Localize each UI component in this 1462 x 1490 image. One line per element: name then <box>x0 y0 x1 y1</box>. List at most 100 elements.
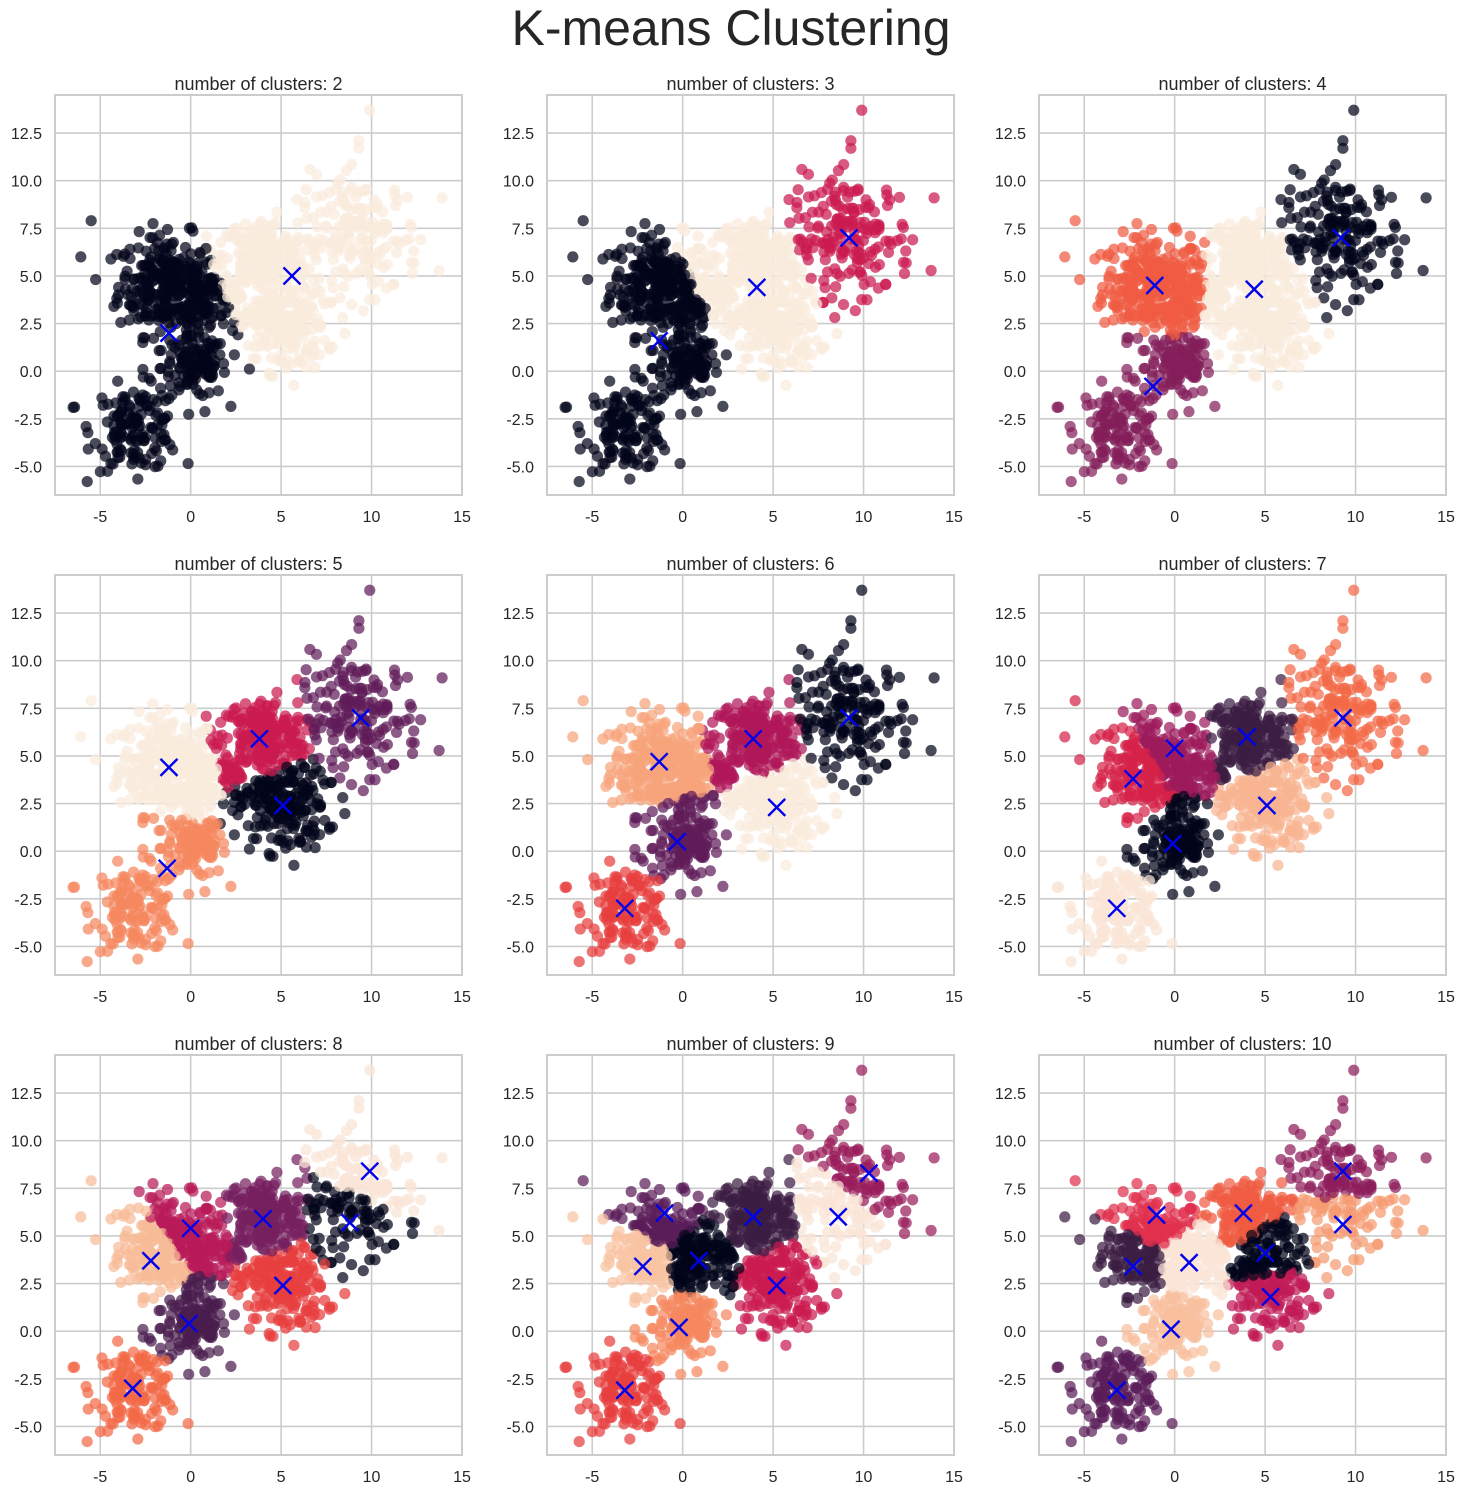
scatter-point <box>139 749 150 760</box>
scatter-point <box>96 872 107 883</box>
scatter-point <box>1249 324 1260 335</box>
scatter-point <box>1323 268 1334 279</box>
scatter-point <box>373 221 384 232</box>
scatter-point <box>1086 416 1097 427</box>
scatter-point <box>656 356 667 367</box>
subplot-2: -5 0 5 10 15-5.0-2.50.02.55.07.510.012.5numb… <box>503 74 963 526</box>
scatter-point <box>679 226 690 237</box>
scatter-point <box>264 368 275 379</box>
scatter-point <box>807 242 818 253</box>
scatter-point <box>201 231 212 242</box>
scatter-point <box>165 748 176 759</box>
scatter-point <box>1303 298 1314 309</box>
scatter-point <box>763 207 774 218</box>
scatter-point <box>1312 282 1323 293</box>
scatter-point <box>229 829 240 840</box>
scatter-point <box>657 268 668 279</box>
scatter-point <box>1169 259 1180 270</box>
scatter-point <box>1178 311 1189 322</box>
scatter-point <box>1097 289 1108 300</box>
scatter-point <box>259 339 270 350</box>
scatter-point <box>803 254 814 265</box>
scatter-point <box>792 345 803 356</box>
scatter-point <box>1353 294 1364 305</box>
scatter-point <box>665 384 676 395</box>
scatter-point <box>119 751 130 762</box>
scatter-point <box>311 254 322 265</box>
scatter-point <box>1330 299 1341 310</box>
scatter-point <box>159 308 170 319</box>
scatter-point <box>1294 362 1305 373</box>
scatter-point <box>663 318 674 329</box>
scatter-point <box>328 762 339 773</box>
scatter-point <box>793 184 804 195</box>
scatter-point <box>1340 207 1351 218</box>
scatter-point <box>238 707 249 718</box>
scatter-point <box>239 730 250 741</box>
scatter-point <box>297 780 308 791</box>
scatter-point <box>836 249 847 260</box>
scatter-point <box>209 339 220 350</box>
scatter-point <box>1266 337 1277 348</box>
scatter-point <box>826 220 837 231</box>
scatter-point <box>1239 325 1250 336</box>
scatter-point <box>211 283 222 294</box>
subplot-title: number of clusters: 2 <box>174 74 342 94</box>
scatter-point <box>825 243 836 254</box>
scatter-point <box>756 310 767 321</box>
y-tick-label: 0.0 <box>512 364 534 381</box>
scatter-point <box>1264 240 1275 251</box>
y-tick-label: 5.0 <box>512 269 534 286</box>
scatter-point <box>227 325 238 336</box>
scatter-point <box>1276 217 1287 228</box>
scatter-point <box>751 339 762 350</box>
scatter-point <box>75 251 86 262</box>
scatter-point <box>701 355 712 366</box>
scatter-point <box>191 384 202 395</box>
scatter-point <box>648 414 659 425</box>
scatter-point <box>372 199 383 210</box>
scatter-point <box>90 274 101 285</box>
scatter-point <box>1265 318 1276 329</box>
scatter-point <box>1399 234 1410 245</box>
scatter-point <box>160 914 171 925</box>
scatter-point <box>105 733 116 744</box>
scatter-point <box>1373 184 1384 195</box>
scatter-point <box>113 289 124 300</box>
scatter-point <box>806 349 817 360</box>
scatter-point <box>389 184 400 195</box>
scatter-point <box>225 881 236 892</box>
scatter-point <box>684 345 695 356</box>
scatter-point <box>649 256 660 267</box>
scatter-point <box>1151 444 1162 455</box>
scatter-point <box>1193 339 1204 350</box>
scatter-point <box>1051 402 1062 413</box>
scatter-point <box>1141 256 1152 267</box>
scatter-point <box>156 414 167 425</box>
scatter-point <box>273 744 284 755</box>
x-tick-label: 10 <box>1347 509 1365 526</box>
scatter-point <box>337 792 348 803</box>
scatter-point <box>645 289 656 300</box>
scatter-point <box>801 336 812 347</box>
scatter-point <box>1298 349 1309 360</box>
scatter-point <box>803 169 814 180</box>
scatter-point <box>861 294 872 305</box>
scatter-point <box>1185 231 1196 242</box>
scatter-point <box>203 367 214 378</box>
x-tick-label: 15 <box>1437 509 1455 526</box>
scatter-point <box>132 953 143 964</box>
scatter-point <box>266 250 277 261</box>
scatter-point <box>811 298 822 309</box>
scatter-point <box>611 248 622 259</box>
scatter-point <box>264 848 275 859</box>
scatter-point <box>193 279 204 290</box>
scatter-point <box>262 750 273 761</box>
scatter-point <box>301 184 312 195</box>
scatter-point <box>1166 458 1177 469</box>
scatter-point <box>753 220 764 231</box>
scatter-point <box>693 231 704 242</box>
scatter-point <box>255 325 266 336</box>
scatter-point <box>845 143 856 154</box>
scatter-point <box>143 771 154 782</box>
